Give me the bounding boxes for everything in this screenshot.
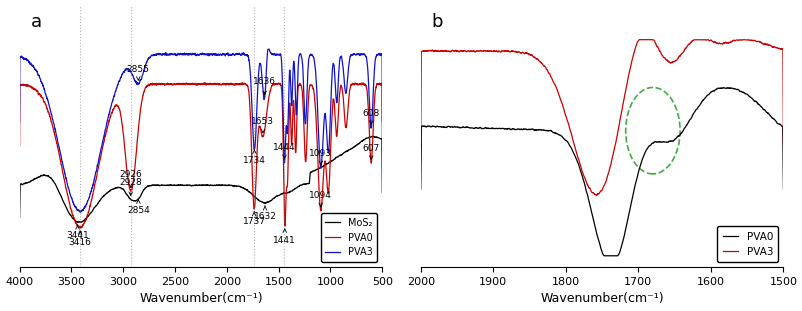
PVA3 xyxy=(634,38,643,42)
PVA0 xyxy=(592,234,602,237)
PVA3 xyxy=(592,193,602,197)
PVA0 xyxy=(434,125,444,128)
PVA3 xyxy=(591,193,601,197)
PVA0 xyxy=(75,226,85,230)
PVA3 xyxy=(701,38,711,42)
Text: 2854: 2854 xyxy=(127,200,149,215)
PVA0 xyxy=(199,81,209,85)
MoS₂ xyxy=(245,191,255,194)
PVA0 xyxy=(415,187,425,191)
PVA3 xyxy=(75,211,85,214)
PVA3 xyxy=(186,52,196,56)
PVA3 xyxy=(434,50,444,53)
Text: 608: 608 xyxy=(362,109,379,124)
Line: MoS₂: MoS₂ xyxy=(19,136,382,222)
PVA0 xyxy=(768,117,777,120)
X-axis label: Wavenumber(cm⁻¹): Wavenumber(cm⁻¹) xyxy=(540,292,663,305)
MoS₂ xyxy=(230,184,240,188)
PVA0 xyxy=(349,82,358,86)
Text: 607: 607 xyxy=(363,144,379,159)
Text: 3441: 3441 xyxy=(66,225,89,240)
MoS₂ xyxy=(146,184,156,188)
PVA3 xyxy=(14,120,24,124)
MoS₂ xyxy=(91,205,100,208)
Text: 1653: 1653 xyxy=(251,117,274,133)
PVA0 xyxy=(245,112,255,116)
PVA3 xyxy=(415,142,425,145)
MoS₂ xyxy=(349,145,358,149)
Line: PVA3: PVA3 xyxy=(420,40,783,195)
Text: 1737: 1737 xyxy=(242,212,265,226)
PVA0 xyxy=(91,180,100,183)
PVA0 xyxy=(701,95,711,98)
PVA0 xyxy=(230,81,240,85)
PVA0 xyxy=(186,82,196,86)
PVA0 xyxy=(599,254,609,258)
PVA3 xyxy=(146,54,156,58)
PVA3 xyxy=(582,183,592,187)
PVA0 xyxy=(14,144,24,147)
PVA3 xyxy=(263,47,273,51)
Legend: PVA0, PVA3: PVA0, PVA3 xyxy=(716,226,777,262)
Text: 1632: 1632 xyxy=(253,206,276,220)
PVA0 xyxy=(146,82,156,86)
PVA0 xyxy=(377,143,387,146)
Text: 1094: 1094 xyxy=(309,191,332,207)
PVA0 xyxy=(582,193,592,197)
Text: 2855: 2855 xyxy=(127,65,149,80)
PVA3 xyxy=(377,119,387,123)
X-axis label: Wavenumber(cm⁻¹): Wavenumber(cm⁻¹) xyxy=(139,292,262,305)
MoS₂ xyxy=(73,220,83,224)
MoS₂ xyxy=(186,184,196,188)
PVA3 xyxy=(230,53,240,57)
MoS₂ xyxy=(377,190,387,194)
MoS₂ xyxy=(14,216,24,219)
Line: PVA3: PVA3 xyxy=(19,49,382,212)
PVA3 xyxy=(349,52,358,56)
Text: 1444: 1444 xyxy=(273,143,295,159)
MoS₂ xyxy=(367,134,376,138)
PVA0 xyxy=(768,117,777,120)
Legend: MoS₂, PVA0, PVA3: MoS₂, PVA0, PVA3 xyxy=(320,213,377,262)
Text: 2926: 2926 xyxy=(119,170,142,188)
PVA3 xyxy=(245,69,255,72)
Text: 1093: 1093 xyxy=(309,149,332,165)
PVA3 xyxy=(768,45,777,49)
Text: 1734: 1734 xyxy=(243,150,265,165)
Text: b: b xyxy=(431,13,443,31)
PVA3 xyxy=(778,141,788,145)
Text: 1636: 1636 xyxy=(253,77,276,95)
Line: PVA0: PVA0 xyxy=(420,88,783,256)
Text: 2928: 2928 xyxy=(119,178,142,196)
PVA0 xyxy=(778,188,788,191)
Line: PVA0: PVA0 xyxy=(19,83,382,228)
Text: 3416: 3416 xyxy=(69,231,91,247)
PVA3 xyxy=(91,172,100,176)
Text: 1441: 1441 xyxy=(273,229,296,245)
PVA3 xyxy=(768,45,777,49)
Text: a: a xyxy=(30,13,42,31)
PVA0 xyxy=(722,86,731,90)
